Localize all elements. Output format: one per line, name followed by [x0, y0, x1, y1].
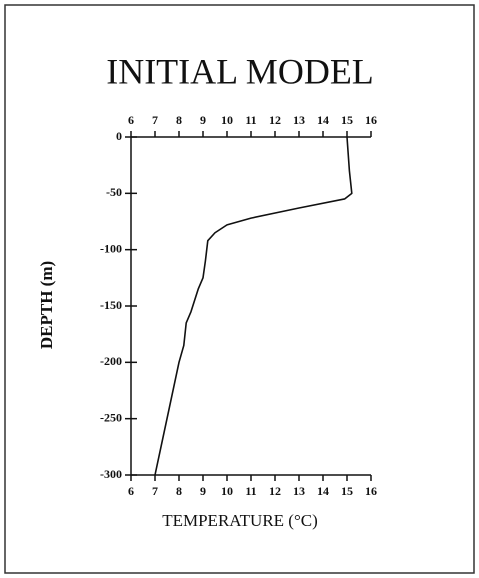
y-tick-label: -250 — [100, 410, 122, 424]
x-tick-label: 10 — [221, 484, 233, 498]
temperature-line — [154, 136, 353, 476]
x-axis-label: TEMPERATURE (°C) — [162, 511, 318, 530]
x-tick-label: 16 — [365, 484, 377, 498]
x-tick-label: 15 — [341, 113, 353, 127]
x-tick-label: 11 — [245, 484, 256, 498]
y-tick-label: -300 — [100, 467, 122, 481]
x-tick-label: 13 — [293, 484, 305, 498]
x-tick-label: 6 — [128, 113, 134, 127]
x-tick-label: 12 — [269, 113, 281, 127]
x-tick-label: 14 — [317, 484, 329, 498]
x-tick-label: 16 — [365, 113, 377, 127]
y-tick-label: -150 — [100, 298, 122, 312]
chart-title: INITIAL MODEL — [106, 51, 374, 91]
x-tick-label: 9 — [200, 113, 206, 127]
frame — [4, 4, 475, 574]
y-tick-label: -100 — [100, 241, 122, 255]
y-tick-label: -50 — [106, 185, 122, 199]
x-tick-label: 12 — [269, 484, 281, 498]
x-tick-label: 8 — [176, 113, 182, 127]
y-tick-label: 0 — [116, 129, 122, 143]
x-tick-label: 6 — [128, 484, 134, 498]
y-tick-label: -200 — [100, 354, 122, 368]
x-tick-label: 14 — [317, 113, 329, 127]
x-tick-label: 7 — [152, 484, 158, 498]
x-tick-label: 9 — [200, 484, 206, 498]
x-tick-label: 13 — [293, 113, 305, 127]
y-axis-label: DEPTH (m) — [37, 261, 56, 349]
x-tick-label: 11 — [245, 113, 256, 127]
x-tick-label: 15 — [341, 484, 353, 498]
x-tick-label: 8 — [176, 484, 182, 498]
x-tick-label: 7 — [152, 113, 158, 127]
x-tick-label: 10 — [221, 113, 233, 127]
